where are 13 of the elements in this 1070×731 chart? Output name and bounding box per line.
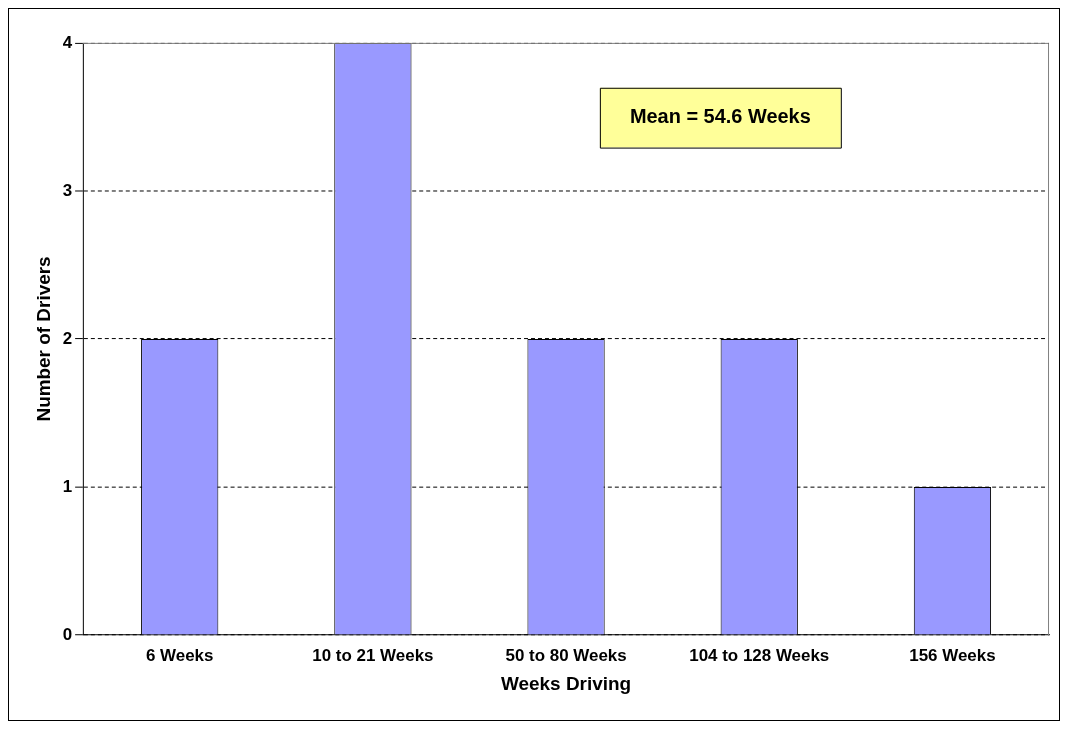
x-tick-label: 50 to 80 Weeks [505, 645, 627, 665]
x-tick-label: 104 to 128 Weeks [689, 645, 830, 665]
annotation: Mean = 54.6 Weeks [629, 105, 811, 128]
y-tick-label: 0 [62, 624, 73, 644]
y-tick-label: 4 [62, 32, 73, 52]
x-axis-title: Weeks Driving [500, 672, 632, 694]
y-axis-title: Number of Drivers [32, 256, 54, 422]
x-tick-label: 6 Weeks [145, 645, 214, 665]
x-tick-label: 10 to 21 Weeks [312, 645, 434, 665]
x-tick-label: 156 Weeks [909, 645, 996, 665]
y-tick-label: 3 [62, 180, 73, 200]
y-tick-label: 1 [62, 476, 73, 496]
y-tick-label: 2 [62, 328, 73, 348]
